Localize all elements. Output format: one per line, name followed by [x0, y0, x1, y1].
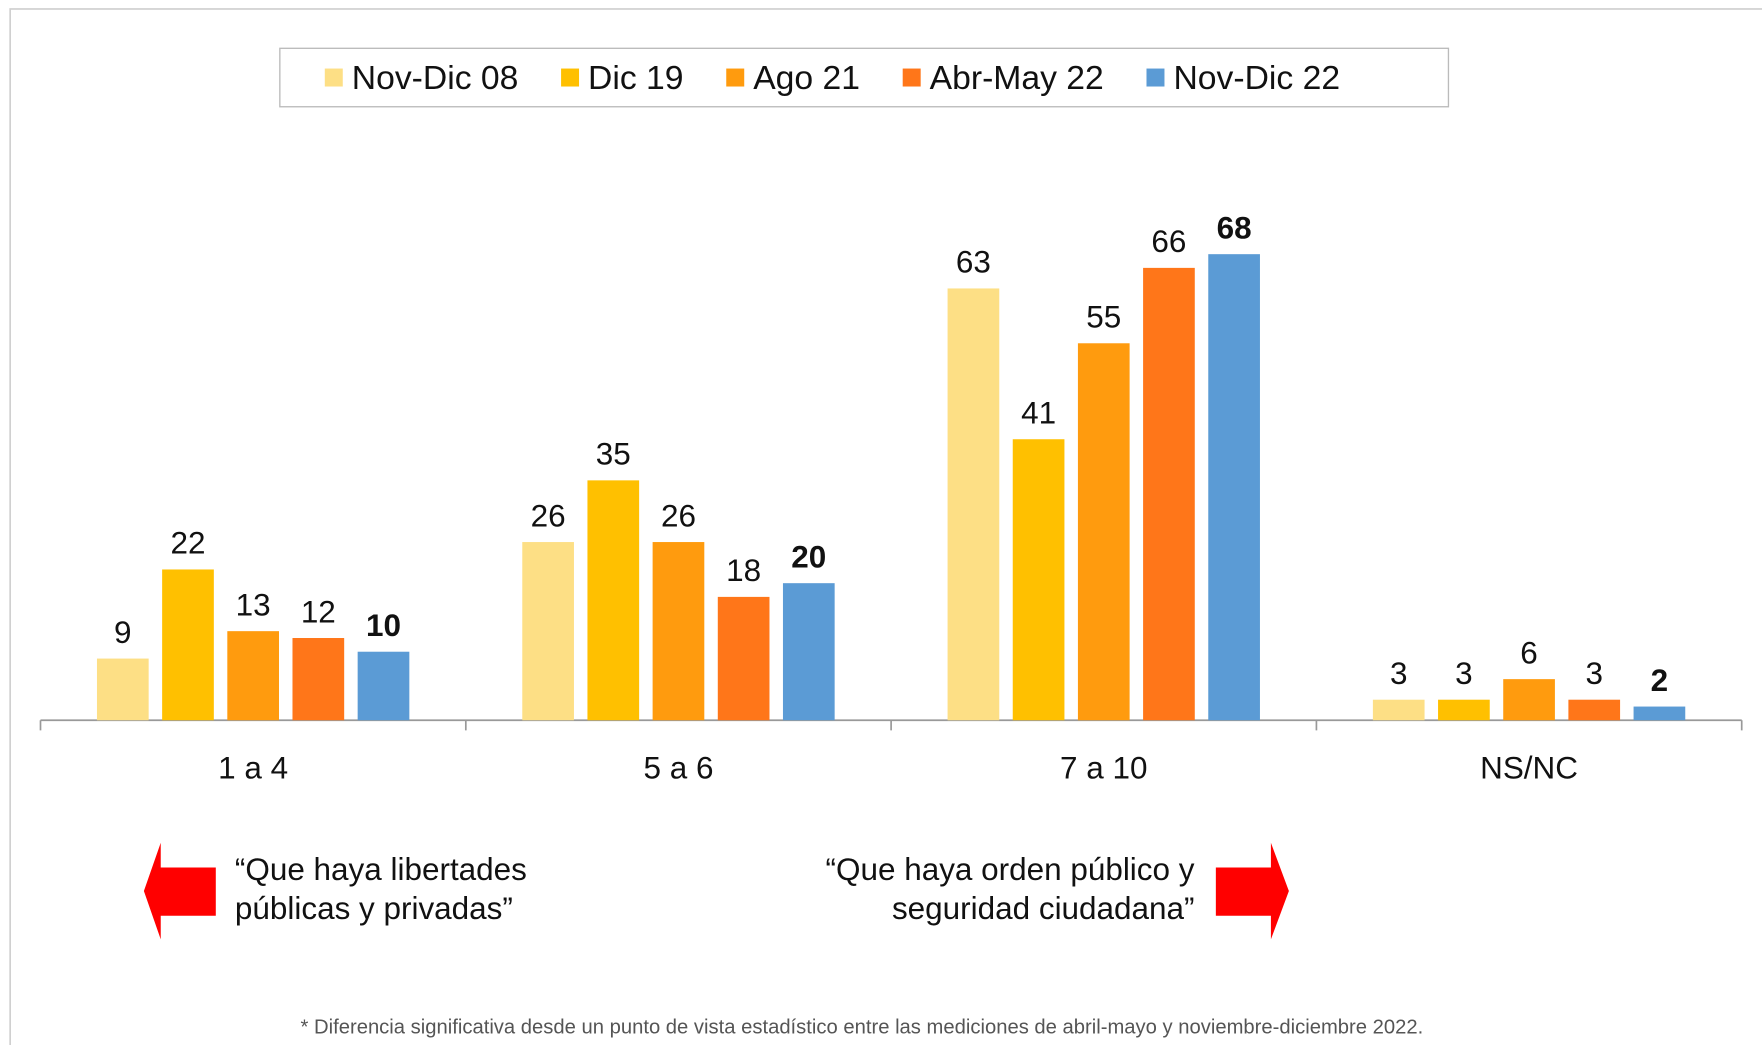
- legend-swatch: [902, 68, 921, 87]
- annotation: “Que haya orden público y: [826, 852, 1195, 887]
- bar: [717, 596, 770, 721]
- legend-swatch: [561, 68, 580, 87]
- data-label: 12: [301, 594, 336, 629]
- data-label: 68: [1217, 210, 1252, 245]
- bar: [1208, 254, 1260, 721]
- data-label: 13: [236, 587, 271, 622]
- bar: [1012, 439, 1065, 721]
- legend-label: Abr-May 22: [930, 59, 1104, 97]
- frame: [9, 8, 1762, 1045]
- annotation: “Que haya libertades: [235, 852, 527, 887]
- data-label: 2: [1651, 663, 1669, 698]
- annotation: seguridad ciudadana”: [892, 891, 1195, 926]
- bar: [96, 658, 149, 721]
- data-label: 26: [661, 498, 696, 533]
- data-label: 66: [1151, 224, 1186, 259]
- bar: [1438, 699, 1490, 721]
- bar: [1568, 699, 1621, 721]
- arrow: [143, 842, 216, 940]
- data-label: 63: [956, 245, 991, 280]
- data-label: 22: [170, 526, 205, 561]
- legend-label: Nov-Dic 22: [1173, 59, 1340, 97]
- x-tick-label: 1 a 4: [218, 751, 288, 786]
- legend-swatch: [324, 68, 343, 87]
- data-label: 3: [1455, 656, 1473, 691]
- data-label: 20: [791, 539, 826, 574]
- data-label: 55: [1086, 300, 1121, 335]
- bar: [292, 638, 345, 721]
- legend-swatch: [1146, 68, 1165, 87]
- bar: [522, 542, 574, 721]
- arrow: [1215, 842, 1289, 940]
- annotation: públicas y privadas”: [235, 891, 513, 926]
- footnote: * Diferencia significativa desde un punt…: [301, 1017, 1424, 1039]
- bar: [357, 651, 410, 721]
- legend-label: Ago 21: [753, 59, 860, 97]
- bar: [1633, 706, 1686, 721]
- data-label: 35: [596, 437, 631, 472]
- bar: [782, 583, 835, 721]
- x-tick-label: 7 a 10: [1060, 751, 1147, 786]
- bar: [1077, 343, 1130, 721]
- legend-label: Dic 19: [588, 59, 683, 97]
- bar: [587, 480, 640, 721]
- data-label: 26: [531, 498, 566, 533]
- bar: [1503, 679, 1555, 721]
- bar: [227, 631, 280, 721]
- data-label: 3: [1585, 656, 1603, 691]
- bar: [1372, 699, 1425, 721]
- data-label: 10: [366, 608, 401, 643]
- bar: [947, 288, 1000, 721]
- data-label: 41: [1021, 396, 1056, 431]
- bar: [162, 569, 214, 721]
- legend-swatch: [726, 68, 745, 87]
- data-label: 3: [1390, 656, 1408, 691]
- bar: [652, 542, 705, 721]
- bar: [1143, 267, 1195, 721]
- x-tick-label: 5 a 6: [643, 751, 713, 786]
- data-label: 18: [726, 553, 761, 588]
- legend-box: [279, 47, 1450, 108]
- data-label: 6: [1520, 635, 1538, 670]
- legend-label: Nov-Dic 08: [352, 59, 519, 97]
- x-tick-label: NS/NC: [1480, 751, 1578, 786]
- data-label: 9: [114, 615, 132, 650]
